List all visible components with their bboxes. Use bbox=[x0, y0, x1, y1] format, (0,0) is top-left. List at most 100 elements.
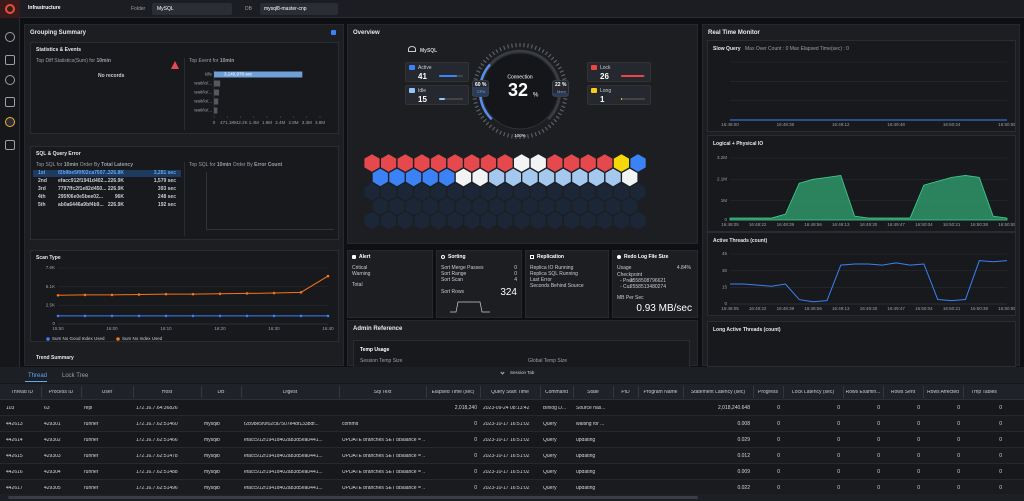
table-cell: 226.9K bbox=[107, 202, 124, 208]
event-caption: Top Event for 10min bbox=[189, 59, 234, 64]
x-tick-label: 0 bbox=[213, 120, 216, 125]
table-cell: 429303 bbox=[44, 454, 61, 459]
session-title: Session Tab bbox=[510, 370, 535, 375]
table-cell: 0 bbox=[999, 437, 1002, 443]
hex bbox=[497, 211, 513, 230]
column-header: Command bbox=[544, 390, 569, 395]
table-row bbox=[0, 400, 1024, 416]
gauge-tick bbox=[538, 47, 541, 52]
text-part: 10min bbox=[219, 58, 235, 64]
hex bbox=[472, 168, 488, 187]
alert-row: Critical bbox=[352, 265, 368, 271]
text-part: Total Latency bbox=[101, 162, 133, 168]
table-cell: 442615 bbox=[6, 454, 23, 459]
panel-title: Admin Reference bbox=[353, 326, 403, 332]
gauge-tick bbox=[527, 43, 529, 48]
empty-message: No records bbox=[98, 73, 125, 79]
table-cell: 0 bbox=[877, 405, 880, 411]
x-tick-label: 16:48:39 bbox=[777, 222, 795, 227]
table-cell: 0 bbox=[837, 469, 840, 475]
x-tick-label: 942.2K bbox=[233, 120, 247, 125]
hex bbox=[364, 154, 380, 172]
column-header: Rows Affected bbox=[927, 390, 959, 395]
x-tick-label: 16:40 bbox=[322, 326, 334, 331]
category-label: wait/io/... bbox=[194, 90, 212, 95]
alert-row: Total bbox=[352, 282, 363, 288]
table-cell: 5th bbox=[38, 202, 46, 208]
latency-caption: Top SQL for 10min Order By Total Latency bbox=[36, 163, 133, 168]
tab[interactable]: Lock Tree bbox=[62, 373, 89, 379]
chart-subtitle: Max Over Count : 0 Max Elapsed Time(sec)… bbox=[745, 46, 849, 52]
stat-panel bbox=[347, 250, 433, 318]
hex bbox=[580, 211, 596, 230]
gauge-tick bbox=[555, 62, 560, 67]
gauge-unit: % bbox=[533, 93, 539, 99]
table-cell: runner bbox=[84, 422, 99, 427]
y-tick-label: 45 bbox=[722, 251, 728, 256]
active-tab-underline bbox=[25, 381, 47, 382]
hex bbox=[547, 183, 563, 201]
table-cell: 0 bbox=[777, 485, 780, 491]
folder-select[interactable] bbox=[152, 3, 232, 15]
column-header: Lock Latency (sec) bbox=[792, 390, 834, 395]
point bbox=[218, 314, 222, 318]
y-tick-label: 15 bbox=[722, 285, 728, 290]
sidebar-icon bbox=[5, 55, 15, 65]
table-row bbox=[0, 464, 1024, 480]
x-tick-label: 1.9M bbox=[262, 120, 272, 125]
hex bbox=[489, 168, 505, 187]
sparkline bbox=[450, 301, 490, 313]
chart-card bbox=[707, 40, 1016, 132]
redo-label: Checkpoint bbox=[617, 272, 643, 278]
column-divider bbox=[753, 386, 754, 398]
table-cell: mysqlb bbox=[204, 470, 220, 475]
gauge-tick bbox=[495, 128, 499, 133]
hex bbox=[414, 211, 430, 230]
table-cell: 0 bbox=[917, 485, 920, 491]
column-header: Program Name bbox=[643, 390, 678, 395]
logo bbox=[0, 0, 20, 18]
gauge-tick bbox=[555, 115, 560, 120]
table-cell: f2b9be5f0f02ca7507... bbox=[58, 170, 110, 176]
gauge-tick bbox=[530, 133, 534, 138]
panel-title: Replication bbox=[537, 254, 564, 260]
hex bbox=[447, 183, 463, 201]
x-tick-label: 16:50:04 bbox=[915, 306, 933, 311]
side-gauge-value: 22 % bbox=[555, 83, 566, 88]
hex bbox=[422, 168, 438, 187]
column-divider bbox=[480, 386, 481, 398]
point bbox=[272, 291, 276, 295]
point bbox=[164, 292, 168, 296]
gauge-tick bbox=[538, 130, 541, 135]
column-header: PID bbox=[621, 390, 630, 395]
redo-usage: 4.84% bbox=[676, 265, 691, 271]
table-cell: 0 bbox=[917, 437, 920, 443]
text-part: Top SQL for bbox=[36, 162, 64, 168]
chart-title: Active Threads (count) bbox=[713, 238, 768, 244]
text-part: 10min bbox=[96, 58, 111, 64]
gauge-tick bbox=[482, 118, 487, 123]
gauge-tick bbox=[561, 105, 566, 108]
hex bbox=[547, 154, 563, 172]
hex bbox=[514, 183, 530, 201]
hex bbox=[381, 154, 397, 172]
point bbox=[299, 314, 303, 318]
tab[interactable]: Thread bbox=[28, 373, 48, 379]
card-bar bbox=[439, 75, 457, 77]
db-select[interactable] bbox=[260, 3, 338, 15]
x-tick-label: 16:49:13 bbox=[832, 222, 850, 227]
card-bar bbox=[439, 98, 446, 100]
hex bbox=[397, 211, 413, 230]
gauge-tick bbox=[472, 98, 477, 100]
hex bbox=[472, 197, 488, 215]
folder-label: Folder bbox=[131, 6, 146, 12]
panel-title: Overview bbox=[353, 30, 380, 36]
table-cell: 0 bbox=[474, 469, 477, 475]
text-part: Top Event for bbox=[189, 58, 220, 64]
hex bbox=[364, 211, 380, 230]
replication-row: Seconds Behind Source bbox=[530, 283, 584, 289]
table-cell: 172.16.7.64:36826 bbox=[136, 406, 178, 411]
legend-swatch bbox=[46, 337, 50, 341]
gauge-tick bbox=[478, 66, 483, 70]
side-gauge-fill bbox=[553, 92, 568, 96]
